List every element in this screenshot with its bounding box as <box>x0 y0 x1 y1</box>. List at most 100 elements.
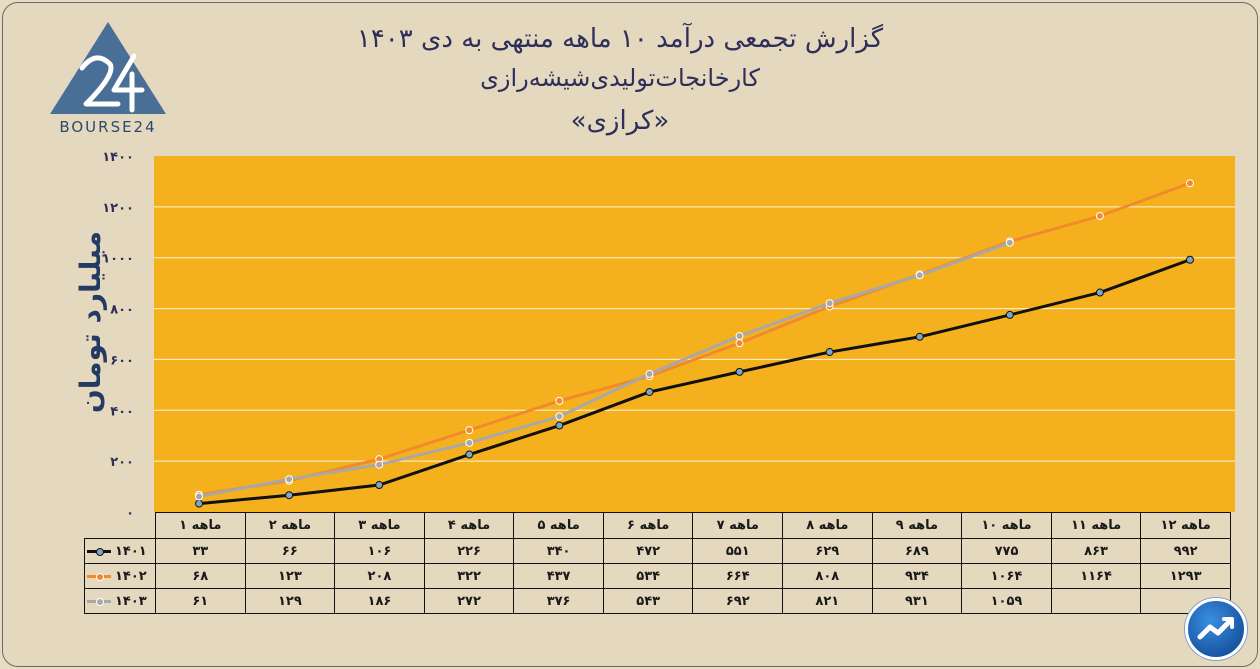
data-point <box>1005 310 1014 319</box>
table-cell: ۱۸۶ <box>334 588 425 614</box>
table-cell: ۴۳۷ <box>513 563 604 589</box>
data-point <box>645 369 654 378</box>
plot-area <box>154 156 1235 512</box>
y-tick-label: ۶۰۰ <box>110 353 134 368</box>
category-label: ۴ ماهه <box>423 512 515 539</box>
series-line-1 <box>197 181 1192 497</box>
y-axis-label: میلیارد تومان <box>74 230 107 414</box>
table-cell: ۱۰۶۴ <box>961 563 1052 589</box>
table-cell: ۹۹۲ <box>1140 538 1231 564</box>
table-cell: ۱۱۶۴ <box>1050 563 1142 589</box>
legend-entry: ۱۴۰۱ <box>84 538 156 564</box>
data-point <box>1005 238 1014 247</box>
table-cell <box>1050 588 1142 614</box>
data-point <box>375 460 384 469</box>
category-label: ۲ ماهه <box>244 512 336 539</box>
category-label: ۱ ماهه <box>155 512 246 539</box>
data-point <box>285 475 294 484</box>
table-cell: ۱۲۳ <box>244 563 336 589</box>
data-point <box>465 426 474 435</box>
category-label: ۹ ماهه <box>871 512 963 539</box>
category-label: ۸ ماهه <box>782 512 873 539</box>
chart-title: گزارش تجمعی درآمد ۱۰ ماهه منتهی به دی ۱۴… <box>356 24 884 54</box>
data-point <box>555 421 564 430</box>
table-cell: ۶۸۹ <box>871 538 963 564</box>
data-point <box>825 348 834 357</box>
table-cell: ۸۲۱ <box>782 588 873 614</box>
table-row: ۱۴۰۲ ۶۸ ۱۲۳ ۲۰۸ ۳۲۲ ۴۳۷ ۵۳۴ ۶۶۴ ۸۰۸ ۹۳۴ ۱۰۶۴ ۱۱۶۴ ۱۲… <box>84 563 1231 589</box>
data-point <box>825 299 834 308</box>
category-label: ۷ ماهه <box>692 512 784 539</box>
data-point <box>735 332 744 341</box>
table-row: ۱۴۰۳ ۶۱ ۱۲۹ ۱۸۶ ۲۷۲ ۳۷۶ ۵۴۳ ۶۹۲ ۸۲۱ ۹۳۱ ۱۰۵۹ <box>84 588 1231 614</box>
table-cell: ۵۳۴ <box>602 563 694 589</box>
table-cell: ۱۰۶ <box>334 538 425 564</box>
table-cell: ۷۷۵ <box>961 538 1052 564</box>
y-tick-label: ۸۰۰ <box>110 303 134 318</box>
table-cell: ۱۰۵۹ <box>961 588 1052 614</box>
table-cell: ۴۷۲ <box>602 538 694 564</box>
legend-label: ۱۴۰۱ <box>115 543 147 559</box>
data-point <box>555 412 564 421</box>
data-point <box>915 271 924 280</box>
data-point <box>1095 212 1104 221</box>
table-cell: ۹۳۴ <box>871 563 963 589</box>
table-cell: ۳۲۲ <box>423 563 515 589</box>
legend-label: ۱۴۰۳ <box>115 593 147 609</box>
table-cell: ۶۶ <box>244 538 336 564</box>
data-point <box>645 387 654 396</box>
legend-swatch <box>87 547 111 556</box>
y-tick-label: ۰ <box>126 506 134 521</box>
table-cell: ۶۲۹ <box>782 538 873 564</box>
data-point <box>735 367 744 376</box>
category-label: ۶ ماهه <box>602 512 694 539</box>
table-cell: ۶۸ <box>155 563 246 589</box>
data-table: ۱ ماهه ۲ ماهه ۳ ماهه ۴ ماهه ۵ ماهه ۶ ماهه ۷ ما… <box>84 512 1231 614</box>
data-point <box>915 332 924 341</box>
table-cell: ۱۲۹ <box>244 588 336 614</box>
y-tick-label: ۱۴۰۰ <box>102 150 134 165</box>
data-point <box>465 438 474 447</box>
category-label: ۵ ماهه <box>513 512 604 539</box>
table-cell: ۹۳۱ <box>871 588 963 614</box>
data-point <box>285 491 294 500</box>
bourse24-logo <box>50 22 166 114</box>
table-cell: ۳۳ <box>155 538 246 564</box>
category-label: ۱۰ ماهه <box>961 512 1052 539</box>
table-cell: ۳۷۶ <box>513 588 604 614</box>
y-tick-label: ۴۰۰ <box>110 404 134 419</box>
legend-entry: ۱۴۰۲ <box>84 563 156 589</box>
data-point <box>1095 288 1104 297</box>
y-tick-label: ۱۲۰۰ <box>102 201 134 216</box>
data-point <box>735 339 744 348</box>
chart-trend-badge-icon <box>1185 598 1247 660</box>
data-point <box>1185 179 1194 188</box>
legend-swatch <box>87 572 111 581</box>
table-cell: ۲۰۸ <box>334 563 425 589</box>
table-cell: ۲۷۲ <box>423 588 515 614</box>
table-row: ۱۴۰۱ ۳۳ ۶۶ ۱۰۶ ۲۲۶ ۳۴۰ ۴۷۲ ۵۵۱ ۶۲۹ ۶۸۹ ۷۷۵ ۸۶۳ ۹۹۲ <box>84 538 1231 564</box>
category-label: ۱۲ ماهه <box>1140 512 1231 539</box>
table-cell: ۵۴۳ <box>602 588 694 614</box>
category-label: ۱۱ ماهه <box>1050 512 1142 539</box>
logo-text: BOURSE24 <box>59 118 157 136</box>
data-point <box>555 396 564 405</box>
series-line-2 <box>197 241 1012 498</box>
y-tick-label: ۲۰۰ <box>110 455 134 470</box>
chart-subtitle-symbol: «کرازی» <box>570 106 670 136</box>
category-label: ۳ ماهه <box>334 512 425 539</box>
table-cell: ۸۰۸ <box>782 563 873 589</box>
data-point <box>465 450 474 459</box>
table-cell: ۲۲۶ <box>423 538 515 564</box>
data-point <box>375 481 384 490</box>
table-cell: ۳۴۰ <box>513 538 604 564</box>
table-cell: ۱۲۹۳ <box>1140 563 1231 589</box>
table-cell: ۸۶۳ <box>1050 538 1142 564</box>
data-point <box>1185 255 1194 264</box>
table-cell: ۵۵۱ <box>692 538 784 564</box>
table-corner <box>85 513 156 539</box>
table-cell: ۶۱ <box>155 588 246 614</box>
y-tick-label: ۱۰۰۰ <box>102 252 134 267</box>
table-cell: ۶۶۴ <box>692 563 784 589</box>
